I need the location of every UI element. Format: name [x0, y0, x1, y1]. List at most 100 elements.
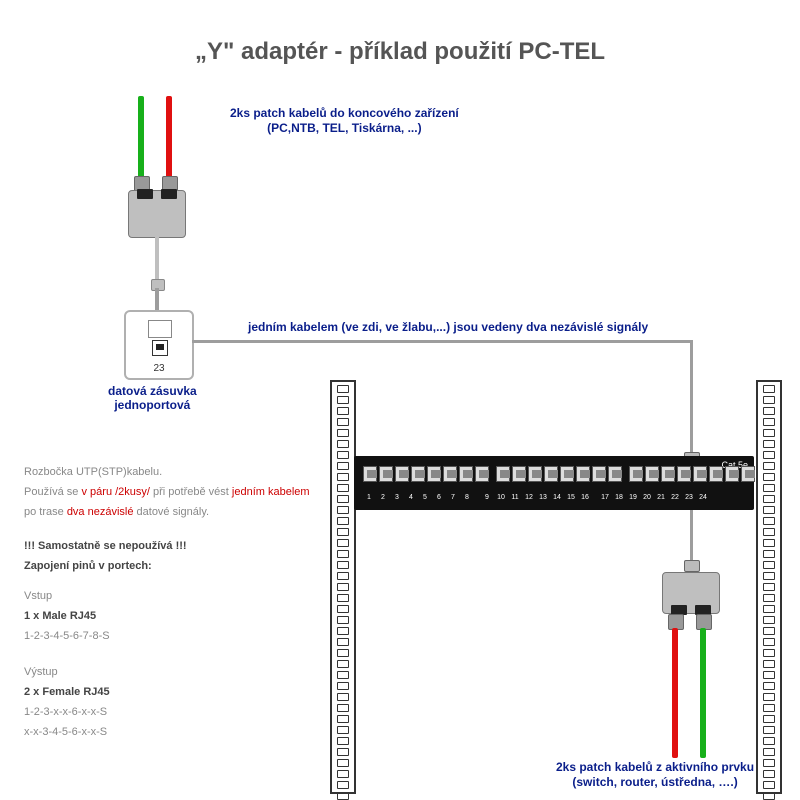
panel-port-7 — [459, 466, 473, 482]
panel-port-num-24: 24 — [696, 494, 710, 501]
bottom-y-adapter — [662, 572, 720, 614]
info-pins: Zapojení pinů v portech: — [24, 556, 334, 576]
rail-hole — [763, 605, 775, 613]
top-cables-label-l2: (PC,NTB, TEL, Tiskárna, ...) — [230, 121, 459, 136]
panel-port-num-23: 23 — [682, 494, 696, 501]
rail-hole — [337, 704, 349, 712]
panel-port-11 — [528, 466, 542, 482]
rail-hole — [763, 517, 775, 525]
panel-port-12 — [544, 466, 558, 482]
panel-port-22 — [709, 466, 723, 482]
wall-socket: 23 — [124, 310, 194, 380]
info-out-t: 2 x Female RJ45 — [24, 682, 334, 702]
info-l3: po trase dva nezávislé datové signály. — [24, 502, 334, 522]
rail-hole — [337, 385, 349, 393]
rail-hole — [337, 660, 349, 668]
rail-hole — [763, 627, 775, 635]
info-out-p2: x-x-3-4-5-6-x-x-S — [24, 722, 334, 742]
panel-port-num-19: 19 — [626, 494, 640, 501]
info-in-h: Vstup — [24, 586, 334, 606]
info-in-t: 1 x Male RJ45 — [24, 606, 334, 626]
bottom-patch-red — [672, 628, 678, 758]
info-l2b: v páru /2kusy/ — [81, 486, 149, 498]
rail-hole — [337, 561, 349, 569]
route-v1 — [690, 340, 693, 456]
panel-port-5 — [427, 466, 441, 482]
rail-hole — [337, 759, 349, 767]
rail-hole — [337, 726, 349, 734]
rail-hole — [763, 682, 775, 690]
info-warn: !!! Samostatně se nepoužívá !!! — [24, 536, 334, 556]
y-port-1 — [137, 189, 153, 199]
rail-hole — [337, 484, 349, 492]
top-cables-label: 2ks patch kabelů do koncového zařízení (… — [230, 106, 459, 136]
info-in-p: 1-2-3-4-5-6-7-8-S — [24, 626, 334, 646]
rail-hole — [763, 693, 775, 701]
info-l1: Rozbočka UTP(STP)kabelu. — [24, 462, 334, 482]
route-panel-to-y2 — [690, 510, 693, 562]
panel-port-num-4: 4 — [404, 494, 418, 501]
rail-hole — [337, 638, 349, 646]
rail-hole — [337, 671, 349, 679]
patch-panel: Cat.5e 123456789101112131415161718192021… — [354, 456, 754, 510]
rail-hole — [337, 407, 349, 415]
rail-hole — [337, 715, 349, 723]
panel-port-20 — [677, 466, 691, 482]
rail-hole — [337, 583, 349, 591]
rail-hole — [763, 649, 775, 657]
info-block: Rozbočka UTP(STP)kabelu. Používá se v pá… — [24, 462, 334, 742]
rail-hole — [337, 473, 349, 481]
info-out-p1: 1-2-3-x-x-6-x-x-S — [24, 702, 334, 722]
cable-adapter-to-socket — [155, 288, 159, 310]
rail-hole — [337, 748, 349, 756]
panel-port-15 — [592, 466, 606, 482]
panel-port-14 — [576, 466, 590, 482]
y-port-2 — [161, 189, 177, 199]
rail-hole — [337, 396, 349, 404]
panel-port-21 — [693, 466, 707, 482]
rail-hole — [337, 528, 349, 536]
panel-port-num-11: 11 — [508, 494, 522, 501]
panel-port-num-17: 17 — [598, 494, 612, 501]
patch-panel-numbers: 123456789101112131415161718192021222324 — [362, 486, 710, 504]
rail-hole — [337, 770, 349, 778]
panel-port-num-22: 22 — [668, 494, 682, 501]
rail-hole — [337, 594, 349, 602]
socket-label-l2: jednoportová — [108, 398, 197, 412]
bottom-cables-label-l2: (switch, router, ústředna, ….) — [556, 775, 754, 790]
panel-port-num-12: 12 — [522, 494, 536, 501]
rail-hole — [763, 550, 775, 558]
top-patch-green — [138, 96, 144, 180]
rail-hole — [763, 792, 775, 800]
rail-hole — [763, 429, 775, 437]
rail-hole — [763, 726, 775, 734]
patch-panel-ports — [362, 466, 756, 482]
rail-hole — [337, 550, 349, 558]
panel-port-num-13: 13 — [536, 494, 550, 501]
rail-hole — [763, 781, 775, 789]
panel-port-24 — [741, 466, 755, 482]
rail-hole — [763, 396, 775, 404]
panel-port-num-14: 14 — [550, 494, 564, 501]
panel-port-num-8: 8 — [460, 494, 474, 501]
rail-hole — [763, 473, 775, 481]
info-l3a: po trase — [24, 506, 67, 518]
panel-port-10 — [512, 466, 526, 482]
panel-port-num-10: 10 — [494, 494, 508, 501]
rail-hole — [337, 616, 349, 624]
bottom-patch-green — [700, 628, 706, 758]
panel-port-num-7: 7 — [446, 494, 460, 501]
rail-hole — [337, 506, 349, 514]
info-l2c: při potřebě vést — [150, 486, 232, 498]
info-l2d: jedním kabelem — [232, 486, 310, 498]
rail-hole — [763, 407, 775, 415]
y2-male-plug — [684, 560, 700, 572]
panel-port-9 — [496, 466, 510, 482]
panel-port-num-15: 15 — [564, 494, 578, 501]
panel-port-3 — [395, 466, 409, 482]
rack-rail-right — [756, 380, 782, 794]
rail-hole — [763, 528, 775, 536]
rail-hole — [337, 429, 349, 437]
rail-hole — [763, 770, 775, 778]
rail-hole — [763, 440, 775, 448]
